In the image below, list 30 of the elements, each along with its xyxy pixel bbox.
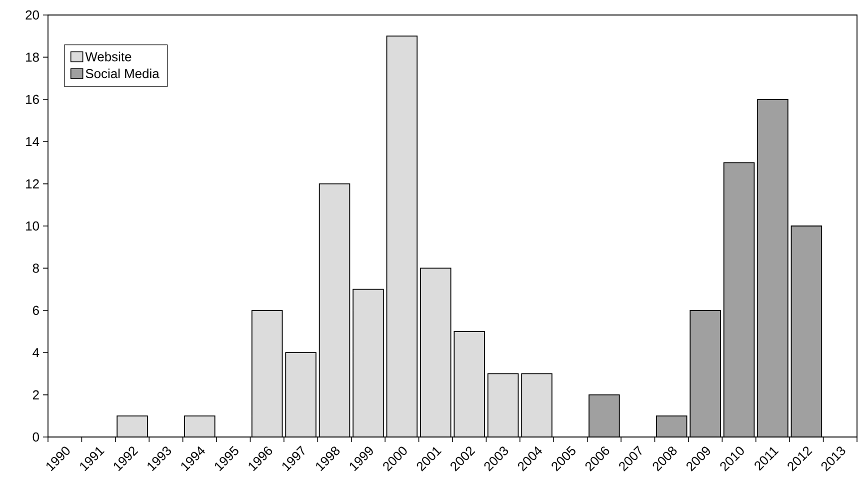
y-tick-label: 16 [26, 94, 39, 104]
bar [791, 226, 822, 437]
legend-label: Social Media [86, 68, 160, 78]
bar [522, 374, 552, 437]
bar [420, 268, 451, 437]
bar [117, 416, 148, 437]
bar [386, 36, 418, 437]
y-tick-label: 20 [26, 10, 39, 20]
bar [690, 310, 720, 437]
bar [454, 332, 485, 437]
bar [184, 416, 215, 437]
bar [656, 416, 687, 437]
bar [286, 352, 316, 437]
legend-label: Website [85, 52, 132, 62]
bar [724, 162, 754, 437]
bar [488, 374, 518, 437]
y-tick-label: 6 [32, 306, 39, 315]
bar [758, 99, 788, 437]
y-tick-label: 18 [26, 52, 39, 62]
y-tick-label: 4 [32, 348, 40, 358]
y-tick-label: 14 [26, 137, 40, 146]
bar [252, 310, 282, 437]
y-tick-label: 8 [32, 264, 39, 273]
y-tick-label: 0 [32, 432, 39, 442]
bar [589, 394, 620, 437]
y-tick-label: 12 [26, 179, 39, 188]
bar [319, 184, 350, 437]
y-tick-label: 2 [32, 390, 39, 400]
y-tick-label: 10 [26, 221, 39, 231]
bar [353, 289, 384, 437]
